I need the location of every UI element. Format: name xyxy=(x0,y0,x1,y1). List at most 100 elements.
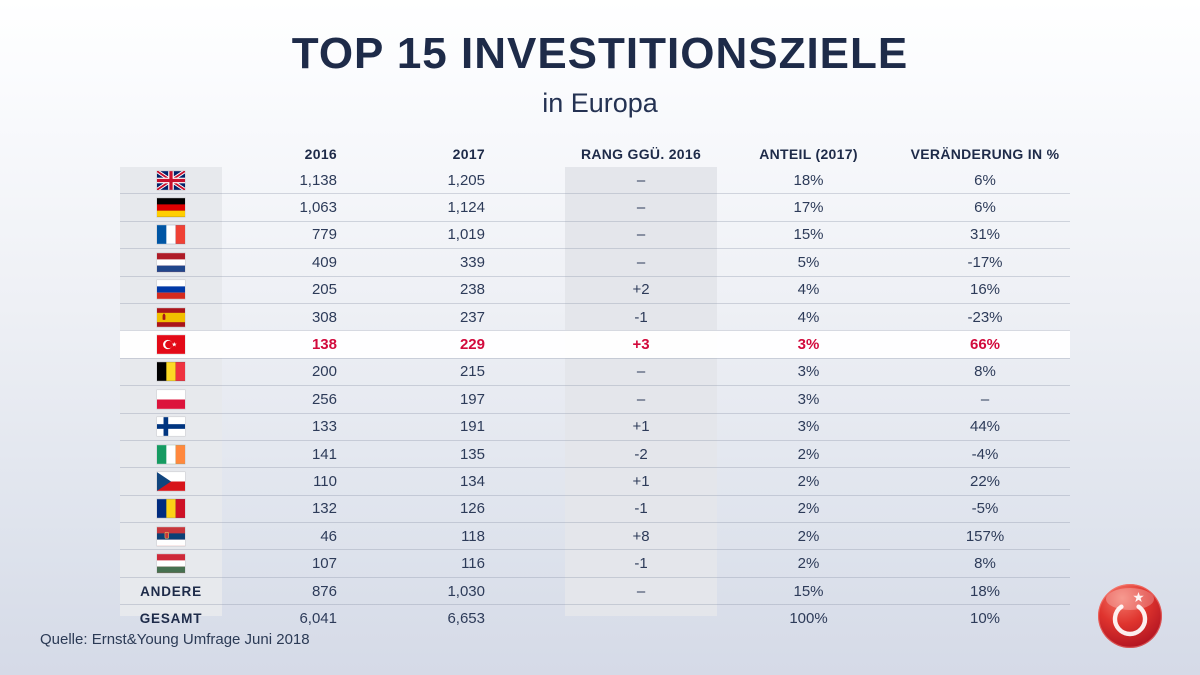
value-2016: 110 xyxy=(313,472,337,490)
percent-change-cell: 6% xyxy=(974,199,996,217)
value-2016: 409 xyxy=(311,253,337,271)
value-2017: 135 xyxy=(459,445,485,463)
ro-flag-icon xyxy=(157,499,185,519)
gap-cell xyxy=(493,386,565,412)
value-2016: 200 xyxy=(311,363,337,381)
percent-change-cell: 44% xyxy=(969,418,1001,436)
value-2017: 126 xyxy=(459,500,485,518)
row-label-gesamt: GESAMT xyxy=(139,610,203,626)
value-2017: 215 xyxy=(459,363,485,381)
gap-cell xyxy=(493,331,565,357)
percent-change-cell: -5% xyxy=(971,500,999,518)
share-cell: 2% xyxy=(797,555,820,573)
country-cell xyxy=(120,441,222,467)
table-row: 200 215 – 3% 8% xyxy=(120,357,1070,385)
investment-table: 2016 2017 RANG GGÜ. 2016 ANTEIL (2017) V… xyxy=(120,140,1070,632)
table-row: GESAMT 6,041 6,653 100% 10% xyxy=(120,604,1070,631)
gap-cell xyxy=(493,523,565,549)
gap-cell xyxy=(493,304,565,330)
percent-change-cell: -17% xyxy=(967,253,1003,271)
table-row: 205 238 +2 4% 16% xyxy=(120,275,1070,303)
share-cell: 4% xyxy=(797,308,820,326)
value-2016: 205 xyxy=(311,281,337,299)
hu-flag-icon xyxy=(157,554,185,573)
percent-change-cell: 6% xyxy=(974,171,996,189)
value-2016: 876 xyxy=(311,582,337,600)
country-cell xyxy=(120,414,222,440)
table-row: 141 135 -2 2% -4% xyxy=(120,439,1070,467)
header-2016: 2016 xyxy=(304,145,337,162)
gap-cell xyxy=(493,194,565,220)
country-cell xyxy=(120,167,222,193)
gap-cell xyxy=(493,578,565,604)
value-2016: 256 xyxy=(311,390,337,408)
table-row: 107 116 -1 2% 8% xyxy=(120,549,1070,576)
share-cell: 18% xyxy=(793,171,824,189)
percent-change-cell: -23% xyxy=(967,308,1003,326)
value-2017: 229 xyxy=(459,336,485,354)
share-cell: 15% xyxy=(793,582,824,600)
es-flag-icon xyxy=(157,307,185,327)
value-2017: 1,205 xyxy=(447,171,485,189)
rank-change-cell: -1 xyxy=(634,500,648,518)
share-cell: 3% xyxy=(797,390,820,408)
rank-change-cell: – xyxy=(636,363,646,381)
rank-change-cell: – xyxy=(636,171,646,189)
table-row: ANDERE 876 1,030 – 15% 18% xyxy=(120,576,1070,604)
table-row: 779 1,019 – 15% 31% xyxy=(120,220,1070,248)
rank-change-cell: – xyxy=(636,199,646,217)
percent-change-cell: 10% xyxy=(969,609,1001,627)
header-change: VERÄNDERUNG IN % xyxy=(910,145,1060,162)
rank-change-cell xyxy=(565,605,717,631)
value-2016: 6,041 xyxy=(299,609,337,627)
country-cell: ANDERE xyxy=(120,578,222,604)
country-cell xyxy=(120,194,222,220)
gap-cell xyxy=(493,468,565,494)
table-row: 138 229 +3 3% 66% xyxy=(120,330,1070,358)
value-2016: 308 xyxy=(311,308,337,326)
gap-cell xyxy=(493,496,565,522)
crescent-star-badge-icon xyxy=(1098,584,1162,648)
country-cell xyxy=(120,249,222,275)
country-cell xyxy=(120,304,222,330)
rank-change-cell: -1 xyxy=(634,308,648,326)
table-row: 256 197 – 3% – xyxy=(120,385,1070,412)
header-rank: RANG GGÜ. 2016 xyxy=(580,145,702,162)
gap-cell xyxy=(493,222,565,248)
nl-flag-icon xyxy=(157,253,185,272)
country-cell: GESAMT xyxy=(120,605,222,631)
pl-flag-icon xyxy=(157,389,185,409)
value-2017: 6,653 xyxy=(447,609,485,627)
fi-flag-icon xyxy=(157,417,185,437)
gap-cell xyxy=(493,277,565,303)
country-cell xyxy=(120,331,222,357)
table-row: 132 126 -1 2% -5% xyxy=(120,494,1070,522)
percent-change-cell: 157% xyxy=(965,527,1005,545)
source-note: Quelle: Ernst&Young Umfrage Juni 2018 xyxy=(40,631,310,648)
share-cell: 3% xyxy=(797,418,820,436)
country-cell xyxy=(120,222,222,248)
share-cell: 5% xyxy=(797,253,820,271)
rank-change-cell: +1 xyxy=(632,418,650,436)
table-row: 46 118 +8 2% 157% xyxy=(120,522,1070,549)
share-cell: 15% xyxy=(793,226,824,244)
value-2017: 1,030 xyxy=(447,582,485,600)
header-share: ANTEIL (2017) xyxy=(759,145,858,162)
table-row: 409 339 – 5% -17% xyxy=(120,248,1070,275)
gb-flag-icon xyxy=(157,170,185,190)
value-2017: 134 xyxy=(459,472,485,490)
value-2017: 116 xyxy=(461,555,485,573)
value-2017: 191 xyxy=(459,418,485,436)
rank-change-cell: – xyxy=(636,582,646,600)
percent-change-cell: 18% xyxy=(969,582,1001,600)
rank-change-cell: +2 xyxy=(632,281,650,299)
value-2016: 107 xyxy=(311,555,337,573)
page-title: TOP 15 INVESTITIONSZIELE xyxy=(291,29,909,78)
percent-change-cell: 66% xyxy=(969,336,1001,354)
country-cell xyxy=(120,550,222,576)
share-cell: 3% xyxy=(797,336,820,354)
gap-cell xyxy=(493,359,565,385)
cz-flag-icon xyxy=(157,472,185,491)
value-2016: 779 xyxy=(311,226,337,244)
